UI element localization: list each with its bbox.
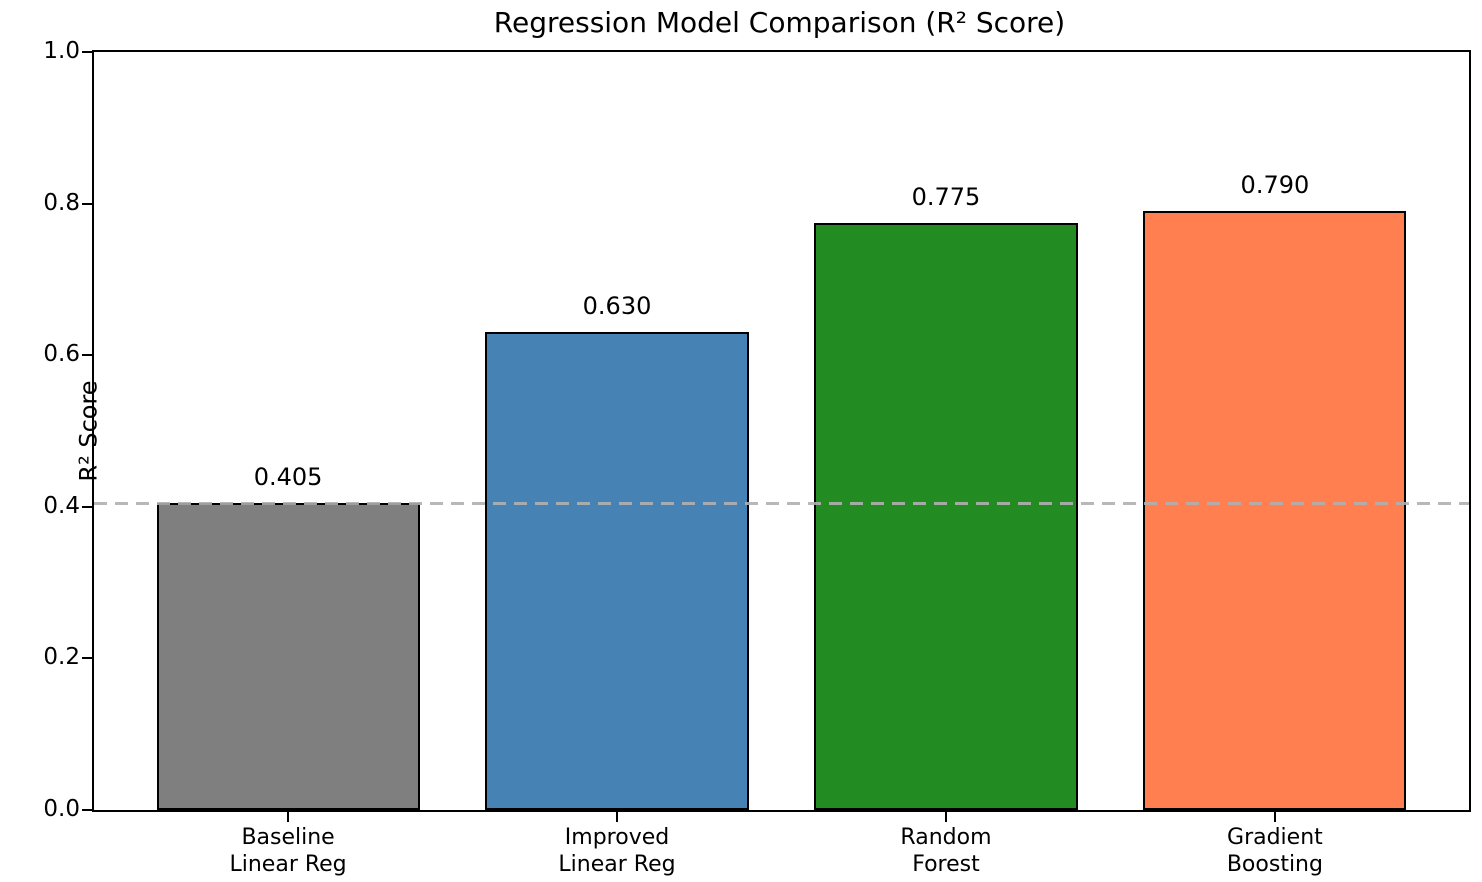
y-tick-label: 0.4 xyxy=(43,492,80,519)
y-tick-label: 0.0 xyxy=(43,796,80,822)
bar-value-label: 0.775 xyxy=(911,182,981,211)
y-tick-mark xyxy=(82,51,92,53)
x-tick-mark xyxy=(616,812,619,822)
y-tick-mark xyxy=(82,505,92,508)
x-tick-label-line: Boosting xyxy=(1226,852,1323,877)
plot-area: R² Score 0.0 0.2 0.4 0.6 0.8 1.0 0.405 0.630 0.… xyxy=(43,40,1471,877)
y-axis-label: R² Score xyxy=(74,380,103,482)
y-tick-mark xyxy=(82,202,92,205)
x-tick-mark xyxy=(287,812,290,822)
x-tick-label-line: Linear Reg xyxy=(229,852,347,877)
y-tick-mark xyxy=(82,657,92,660)
x-tick-label-line: Forest xyxy=(912,852,980,877)
x-tick-mark xyxy=(1273,812,1276,822)
x-tick-label: Improved Linear Reg xyxy=(467,824,767,878)
y-tick-label: 0.8 xyxy=(43,189,80,216)
y-tick-label: 0.2 xyxy=(43,644,80,671)
bar xyxy=(814,222,1078,810)
y-tick-label: 0.6 xyxy=(43,341,80,368)
x-tick-label-line: Gradient xyxy=(1227,825,1323,850)
bar-value-label: 0.405 xyxy=(253,463,323,492)
x-tick-label-line: Random xyxy=(900,825,992,850)
x-tick-mark xyxy=(944,812,947,822)
x-tick-label-line: Improved xyxy=(564,825,670,850)
baseline-dashed-line xyxy=(94,501,1469,505)
x-tick-label: Random Forest xyxy=(796,824,1096,878)
y-tick-label: 1.0 xyxy=(43,38,80,64)
bar xyxy=(156,503,420,810)
y-tick-mark xyxy=(82,354,92,357)
x-tick-label-line: Baseline xyxy=(241,825,335,850)
bar xyxy=(485,332,749,810)
chart-title: Regression Model Comparison (R² Score) xyxy=(493,6,1066,39)
y-tick-mark xyxy=(82,809,92,811)
bar xyxy=(1143,211,1407,810)
bar-value-label: 0.790 xyxy=(1240,171,1310,200)
x-tick-label: Gradient Boosting xyxy=(1125,824,1425,878)
x-tick-label-line: Linear Reg xyxy=(558,852,676,877)
x-tick-label: Baseline Linear Reg xyxy=(138,824,438,878)
bar-value-label: 0.630 xyxy=(582,292,652,321)
